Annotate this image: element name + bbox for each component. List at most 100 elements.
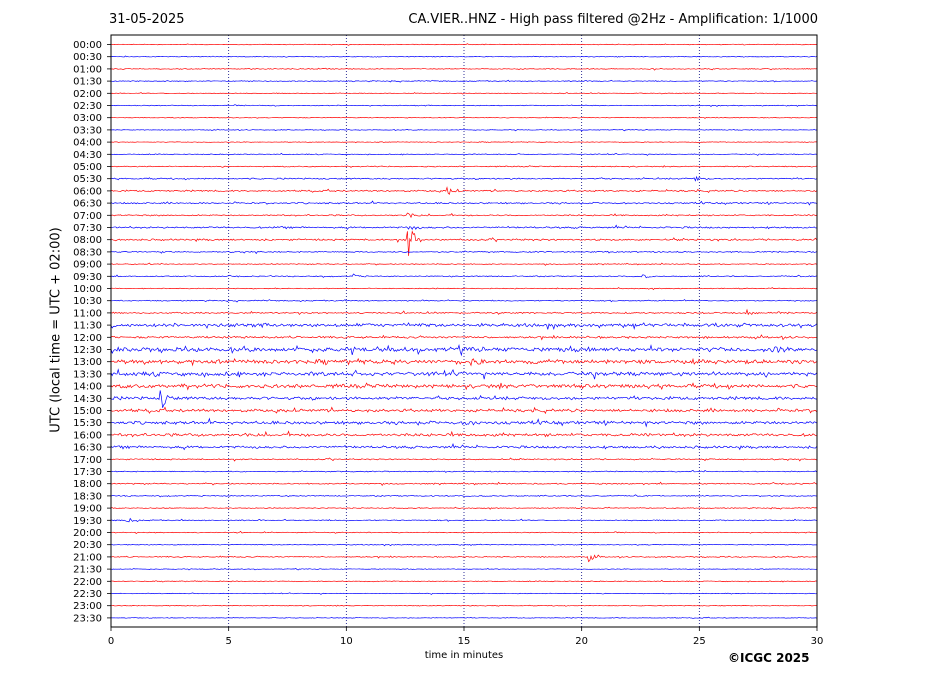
trace-1400 (110, 382, 817, 391)
trace-0430 (110, 152, 817, 156)
trace-0100 (110, 67, 817, 71)
y-tick-label: 12:30 (73, 345, 102, 356)
y-tick-label: 01:00 (73, 64, 102, 75)
trace-2300 (110, 604, 817, 607)
y-tick-label: 14:00 (73, 382, 102, 393)
y-tick-label: 02:30 (73, 101, 102, 112)
trace-0200 (110, 91, 817, 95)
y-tick-label: 00:30 (73, 52, 102, 63)
trace-1830 (110, 494, 817, 498)
trace-1200 (110, 334, 817, 341)
trace-0000 (110, 43, 817, 46)
trace-2230 (110, 592, 817, 595)
y-tick-label: 12:00 (73, 333, 102, 344)
y-tick-label: 20:00 (73, 528, 102, 539)
y-tick-label: 14:30 (73, 394, 102, 405)
x-tick-label: 20 (575, 636, 588, 647)
y-tick-label: 11:00 (73, 308, 102, 319)
y-tick-label: 15:30 (73, 418, 102, 429)
trace-1430 (110, 390, 817, 408)
trace-0630 (110, 200, 817, 206)
trace-2030 (110, 543, 817, 547)
y-tick-label: 02:00 (73, 89, 102, 100)
trace-1530 (110, 417, 817, 428)
trace-0800 (110, 230, 817, 256)
trace-1600 (110, 430, 817, 438)
x-tick-label: 25 (693, 636, 706, 647)
trace-1130 (110, 322, 817, 331)
trace-1900 (110, 506, 817, 510)
trace-0530 (110, 175, 817, 182)
trace-1000 (110, 287, 817, 291)
y-tick-label: 16:00 (73, 430, 102, 441)
trace-2330 (110, 616, 817, 619)
plot-frame (110, 34, 818, 628)
trace-0830 (110, 250, 817, 255)
y-tick-label: 23:30 (73, 613, 102, 624)
trace-0130 (110, 79, 817, 83)
trace-1630 (110, 443, 817, 451)
y-tick-label: 06:30 (73, 199, 102, 210)
trace-1700 (110, 457, 817, 462)
trace-0230 (110, 104, 817, 108)
trace-1330 (110, 368, 817, 380)
x-tick-label: 30 (811, 636, 824, 647)
y-tick-label: 08:00 (73, 235, 102, 246)
y-tick-label: 19:30 (73, 516, 102, 527)
trace-2200 (110, 579, 817, 583)
y-tick-label: 07:00 (73, 211, 102, 222)
trace-0730 (110, 224, 817, 231)
trace-0330 (110, 128, 817, 132)
y-tick-label: 18:00 (73, 479, 102, 490)
y-tick-label: 21:30 (73, 565, 102, 576)
trace-1230 (110, 344, 817, 357)
y-tick-label: 13:00 (73, 357, 102, 368)
y-tick-label: 06:00 (73, 186, 102, 197)
y-tick-label: 10:30 (73, 296, 102, 307)
y-tick-label: 07:30 (73, 223, 102, 234)
trace-0700 (110, 212, 817, 219)
copyright-label: ©ICGC 2025 (728, 651, 810, 665)
x-tick-label: 0 (108, 636, 114, 647)
trace-1030 (110, 299, 817, 303)
trace-0400 (110, 141, 817, 144)
y-tick-label: 17:00 (73, 455, 102, 466)
y-tick-label: 20:30 (73, 540, 102, 551)
y-tick-label: 23:00 (73, 601, 102, 612)
y-tick-label: 09:30 (73, 272, 102, 283)
y-tick-label: 13:30 (73, 369, 102, 380)
y-tick-label: 16:30 (73, 443, 102, 454)
y-tick-label: 09:00 (73, 260, 102, 271)
y-tick-label: 19:00 (73, 504, 102, 515)
trace-2130 (110, 568, 817, 571)
x-tick-label: 10 (340, 636, 353, 647)
trace-2000 (110, 530, 817, 534)
y-tick-label: 21:00 (73, 552, 102, 563)
y-tick-label: 17:30 (73, 467, 102, 478)
trace-0930 (110, 273, 817, 279)
y-tick-label: 03:00 (73, 113, 102, 124)
y-tick-label: 11:30 (73, 321, 102, 332)
y-tick-label: 18:30 (73, 491, 102, 502)
trace-1730 (110, 469, 817, 473)
trace-2100 (110, 554, 817, 563)
y-tick-label: 04:00 (73, 138, 102, 149)
x-tick-label: 5 (225, 636, 231, 647)
trace-1930 (110, 517, 817, 523)
y-tick-label: 15:00 (73, 406, 102, 417)
y-tick-label: 05:30 (73, 174, 102, 185)
trace-0300 (110, 116, 817, 119)
trace-1100 (110, 308, 817, 316)
y-tick-label: 05:00 (73, 162, 102, 173)
trace-0900 (110, 262, 817, 266)
y-tick-label: 03:30 (73, 125, 102, 136)
y-tick-label: 00:00 (73, 40, 102, 51)
date-label: 31-05-2025 (109, 12, 185, 27)
chart-title: CA.VIER..HNZ - High pass filtered @2Hz -… (408, 12, 818, 27)
y-tick-label: 10:00 (73, 284, 102, 295)
y-tick-label: 08:30 (73, 247, 102, 258)
y-tick-label: 01:30 (73, 77, 102, 88)
y-tick-label: 22:30 (73, 589, 102, 600)
trace-0030 (110, 55, 817, 58)
